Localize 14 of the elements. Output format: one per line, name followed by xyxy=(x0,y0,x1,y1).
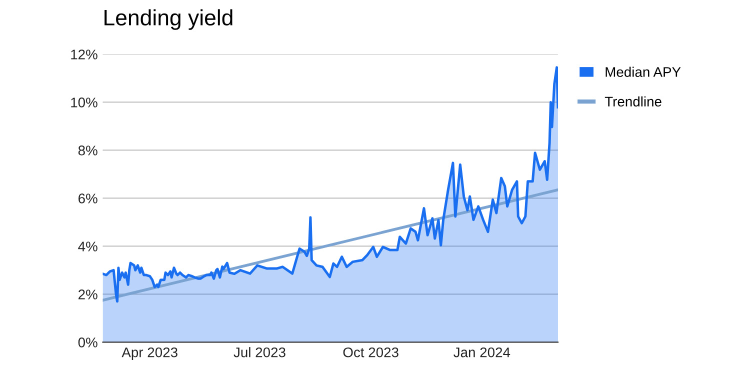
y-tick-label: 6% xyxy=(78,194,98,204)
x-tick-label: Apr 2023 xyxy=(122,347,178,360)
y-tick-label: 4% xyxy=(78,242,98,252)
y-tick-label: 10% xyxy=(71,98,98,108)
x-tick-label: Oct 2023 xyxy=(343,347,398,358)
x-tick-label: Jan 2024 xyxy=(454,347,510,358)
y-tick-label: 0% xyxy=(78,338,98,348)
x-tick-label: Jul 2023 xyxy=(234,347,286,358)
chart-title: Lending yield xyxy=(104,9,232,30)
y-tick-label: 12% xyxy=(71,50,98,60)
y-tick-label: 2% xyxy=(78,290,98,300)
legend-label: Trendline xyxy=(604,96,662,107)
legend-label: Median APY xyxy=(606,66,681,77)
y-tick-label: 8% xyxy=(78,146,98,156)
